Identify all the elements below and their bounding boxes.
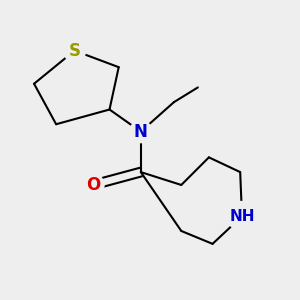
Text: O: O [86,176,100,194]
Circle shape [64,40,86,62]
Circle shape [227,202,257,231]
Circle shape [130,121,152,142]
Text: NH: NH [229,209,255,224]
Text: S: S [68,42,80,60]
Circle shape [82,174,104,196]
Text: N: N [134,123,148,141]
